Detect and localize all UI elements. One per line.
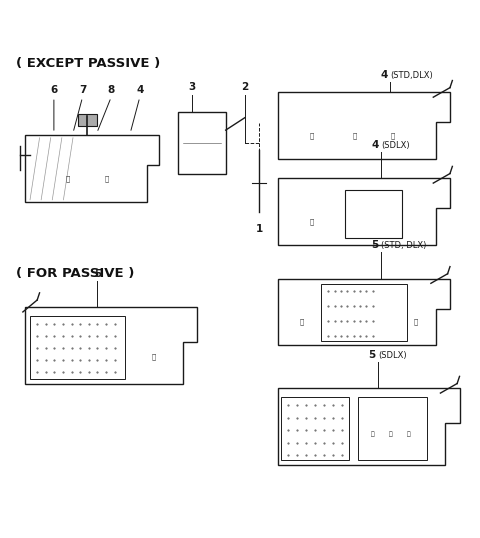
- Text: ⌗: ⌗: [413, 318, 418, 325]
- Text: 8: 8: [108, 85, 115, 95]
- Text: ⌗: ⌗: [152, 353, 156, 360]
- Text: 6: 6: [50, 85, 58, 95]
- Bar: [30, 316, 124, 379]
- Bar: [321, 284, 407, 341]
- Bar: [358, 397, 427, 460]
- Text: ⌗: ⌗: [66, 175, 71, 182]
- Text: ( EXCEPT PASSIVE ): ( EXCEPT PASSIVE ): [16, 56, 160, 69]
- Text: ⌗: ⌗: [310, 218, 314, 225]
- Text: ⌗: ⌗: [391, 132, 395, 139]
- Text: (STD, DLX): (STD, DLX): [381, 241, 427, 250]
- Text: (STD,DLX): (STD,DLX): [390, 70, 432, 80]
- Text: 3: 3: [189, 82, 196, 93]
- Text: 4: 4: [380, 69, 387, 80]
- Text: (SDLX): (SDLX): [378, 351, 407, 360]
- Text: ⌗: ⌗: [104, 175, 108, 182]
- Text: ⌗: ⌗: [371, 431, 374, 437]
- Text: 5: 5: [94, 268, 101, 279]
- Bar: [78, 114, 97, 126]
- Text: ⌗: ⌗: [352, 132, 357, 139]
- Text: 5: 5: [368, 350, 375, 360]
- Text: 7: 7: [79, 85, 86, 95]
- Text: 4: 4: [136, 85, 144, 95]
- Text: 1: 1: [255, 224, 263, 233]
- Text: 5: 5: [372, 240, 379, 250]
- Text: ⌗: ⌗: [310, 132, 314, 139]
- Text: ⌗: ⌗: [300, 318, 304, 325]
- Text: 2: 2: [241, 82, 248, 93]
- Bar: [281, 397, 349, 460]
- Text: (SDLX): (SDLX): [381, 141, 410, 150]
- Text: ⌗: ⌗: [389, 431, 393, 437]
- Text: 4: 4: [372, 140, 379, 150]
- Text: ⌗: ⌗: [407, 431, 410, 437]
- Text: ( FOR PASSIVE ): ( FOR PASSIVE ): [16, 267, 134, 280]
